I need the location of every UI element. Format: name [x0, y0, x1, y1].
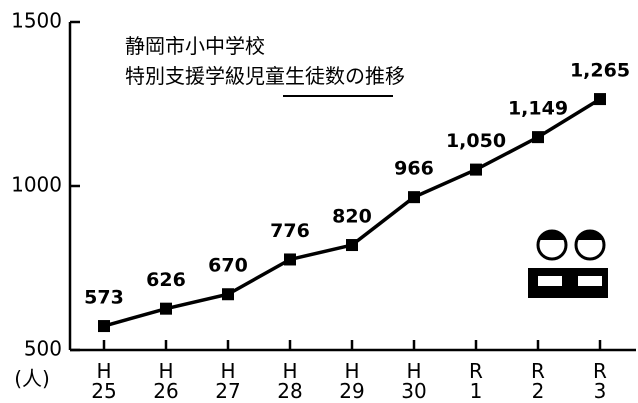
- marker: [98, 320, 110, 332]
- marker: [160, 303, 172, 315]
- marker: [222, 288, 234, 300]
- y-tick-label: 1000: [11, 173, 62, 197]
- data-label: 670: [208, 255, 248, 277]
- data-label: 1,050: [446, 130, 506, 152]
- clipart: [528, 231, 608, 298]
- chart-title: 静岡市小中学校特別支援学級児童生徒数の推移: [125, 34, 405, 88]
- marker: [346, 239, 358, 251]
- data-label: 1,149: [508, 98, 568, 120]
- data-label: 820: [332, 206, 372, 228]
- y-axis-label: (人): [14, 367, 50, 391]
- marker: [470, 164, 482, 176]
- marker: [594, 93, 606, 105]
- y-tick-label: 500: [24, 337, 62, 361]
- marker: [408, 191, 420, 203]
- data-label: 776: [270, 220, 310, 242]
- data-label: 626: [146, 269, 186, 291]
- data-label: 1,265: [570, 60, 630, 82]
- y-tick-label: 1500: [11, 9, 62, 33]
- marker: [532, 131, 544, 143]
- marker: [284, 253, 296, 265]
- chart: 静岡市小中学校特別支援学級児童生徒数の推移 (人) 500 1000 1500 H25…: [0, 0, 638, 403]
- page: 静岡市小中学校特別支援学級児童生徒数の推移 (人) 500 1000 1500 H25…: [0, 0, 638, 403]
- data-label: 966: [394, 158, 434, 180]
- data-label: 573: [84, 287, 124, 309]
